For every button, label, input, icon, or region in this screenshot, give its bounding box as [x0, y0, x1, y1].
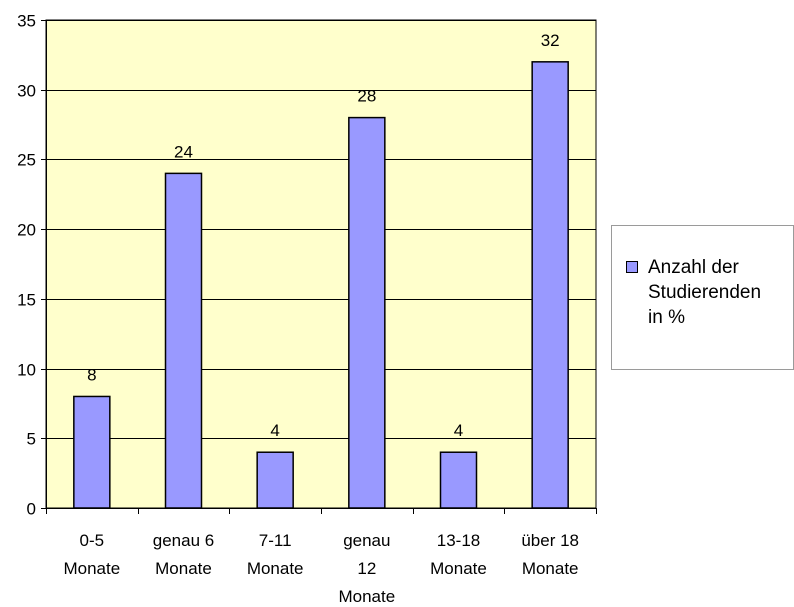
- legend: Anzahl der Studierenden in %: [611, 225, 794, 370]
- bar: [256, 451, 294, 509]
- data-label: 24: [174, 142, 193, 161]
- y-tick-label: 20: [17, 221, 36, 240]
- y-tick-label: 30: [17, 82, 36, 101]
- x-category-label: 13-18 Monate: [430, 531, 487, 578]
- x-category-label-line: Monate: [338, 587, 395, 606]
- y-tick-label: 0: [27, 500, 36, 519]
- x-category-label-line: genau 6: [153, 531, 214, 550]
- data-label: 32: [541, 31, 560, 50]
- x-category-label-line: Monate: [247, 559, 304, 578]
- x-category-label: genau 12 Monate: [338, 531, 395, 606]
- x-category-label-line: 13-18: [437, 531, 480, 550]
- bar: [348, 116, 386, 509]
- legend-label-line: Anzahl der: [648, 257, 739, 278]
- bar: [531, 61, 569, 509]
- x-category-label: 0-5 Monate: [63, 531, 120, 578]
- bar: [73, 395, 111, 509]
- x-category-label: 7-11 Monate: [247, 531, 304, 578]
- x-category-label-line: Monate: [522, 559, 579, 578]
- data-label: 28: [357, 87, 376, 106]
- legend-swatch: [626, 261, 638, 273]
- y-tick-label: 5: [27, 430, 36, 449]
- y-tick-label: 25: [17, 151, 36, 170]
- x-category-label-line: 7-11: [259, 531, 292, 550]
- legend-label-line: in %: [648, 307, 685, 328]
- gridlines: [46, 20, 596, 439]
- plot-area: [45, 19, 597, 509]
- x-category-label-line: Monate: [155, 559, 212, 578]
- x-category-label-line: 12: [357, 559, 376, 578]
- x-category-label: über 18 Monate: [521, 531, 579, 578]
- x-category-label: genau 6 Monate: [153, 531, 214, 578]
- data-label: 8: [87, 365, 96, 384]
- bars: [73, 61, 569, 509]
- y-tick-label: 10: [17, 361, 36, 380]
- legend-label: Anzahl der Studierenden in %: [648, 255, 794, 330]
- bar: [164, 172, 203, 509]
- axes: [41, 20, 597, 514]
- x-category-label-line: genau: [343, 531, 390, 550]
- x-category-label-line: Monate: [430, 559, 487, 578]
- x-category-label-line: 0-5: [80, 531, 105, 550]
- x-category-label-line: über 18: [521, 531, 579, 550]
- bar: [439, 451, 478, 509]
- x-category-label-line: Monate: [63, 559, 120, 578]
- legend-label-line: Studierenden: [648, 282, 762, 303]
- y-axis-tick-labels: 0 5 10 15 20 25 30 35: [17, 12, 36, 519]
- y-tick-label: 15: [17, 291, 36, 310]
- data-labels: 8 24 4 28 4 32: [87, 31, 560, 440]
- x-axis-category-labels: 0-5 Monate genau 6 Monate 7-11 Monate genau 12 M…: [63, 531, 579, 606]
- data-label: 4: [270, 421, 279, 440]
- data-label: 4: [454, 421, 463, 440]
- y-tick-label: 35: [17, 12, 36, 31]
